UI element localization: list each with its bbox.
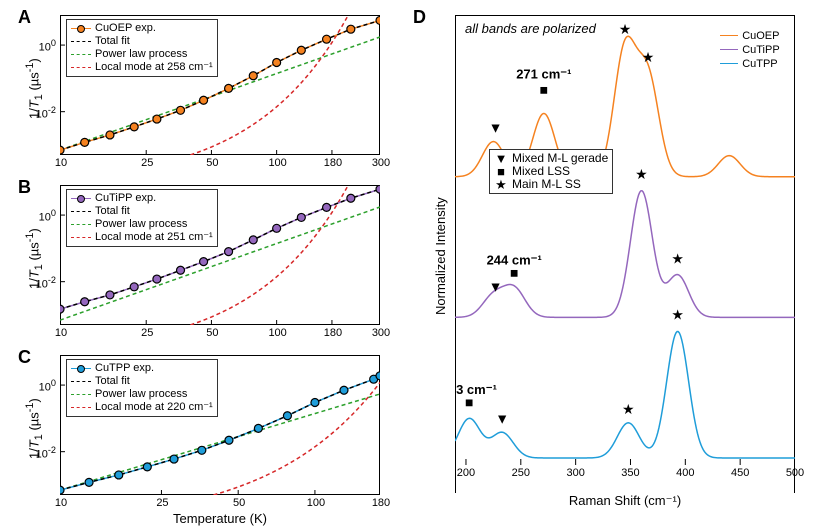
panel-label-c: C <box>18 347 31 368</box>
y-tick: 10-2 <box>30 105 56 121</box>
x-tick: 100 <box>267 327 289 339</box>
svg-text:★: ★ <box>642 49 655 65</box>
legend-label: CuOEP exp. <box>95 22 156 35</box>
svg-text:203 cm⁻¹: 203 cm⁻¹ <box>455 382 497 397</box>
svg-text:★: ★ <box>619 21 632 37</box>
svg-text:244 cm⁻¹: 244 cm⁻¹ <box>487 252 542 267</box>
y-tick: 10-2 <box>30 275 56 291</box>
x-tick: 180 <box>322 157 344 169</box>
x-tick: 50 <box>201 157 223 169</box>
svg-text:▼: ▼ <box>495 411 509 427</box>
svg-text:271 cm⁻¹: 271 cm⁻¹ <box>516 67 571 82</box>
marker-glyph: ★ <box>494 178 508 191</box>
legend-label: Total fit <box>95 375 130 388</box>
x-tick: 300 <box>370 327 392 339</box>
legend-b: CuTiPP exp.Total fitPower law processLoc… <box>66 189 218 247</box>
x-tick: 300 <box>370 157 392 169</box>
x-tick: 180 <box>322 327 344 339</box>
panel-label-a: A <box>18 7 31 28</box>
legend-label: Power law process <box>95 388 187 401</box>
legend-label: Total fit <box>95 205 130 218</box>
svg-text:▼: ▼ <box>489 278 503 294</box>
panel-label-d: D <box>413 7 426 28</box>
x-tick-d: 350 <box>618 467 642 479</box>
x-tick-d: 300 <box>564 467 588 479</box>
x-tick-d: 500 <box>783 467 807 479</box>
legend-label: CuTPP <box>742 57 777 71</box>
x-tick-d: 250 <box>509 467 533 479</box>
x-tick: 50 <box>228 497 250 509</box>
x-tick: 50 <box>201 327 223 339</box>
x-tick-d: 400 <box>673 467 697 479</box>
legend-label: CuTPP exp. <box>95 362 154 375</box>
svg-text:★: ★ <box>635 166 648 182</box>
x-axis-label: Temperature (K) <box>60 511 380 526</box>
y-tick: 100 <box>30 38 56 54</box>
x-tick: 100 <box>267 157 289 169</box>
x-tick: 10 <box>50 497 72 509</box>
legend-label: Local mode at 251 cm⁻¹ <box>95 231 213 244</box>
x-tick: 180 <box>370 497 392 509</box>
x-tick: 25 <box>151 497 173 509</box>
x-tick: 10 <box>50 157 72 169</box>
svg-text:★: ★ <box>671 307 684 323</box>
x-tick-d: 200 <box>454 467 478 479</box>
panel-d-header: all bands are polarized <box>465 21 596 36</box>
y-tick: 100 <box>30 208 56 224</box>
y-axis-label-d: Normalized Intensity <box>433 197 448 315</box>
legend-label: CuOEP <box>742 29 779 43</box>
x-tick: 10 <box>50 327 72 339</box>
x-tick: 25 <box>136 327 158 339</box>
legend-a: CuOEP exp.Total fitPower law processLoca… <box>66 19 218 77</box>
x-tick-d: 450 <box>728 467 752 479</box>
legend-label: Power law process <box>95 218 187 231</box>
legend-d-traces: CuOEPCuTiPPCuTPP <box>720 29 780 71</box>
legend-label: Total fit <box>95 35 130 48</box>
panel-label-b: B <box>18 177 31 198</box>
y-tick: 10-2 <box>30 445 56 461</box>
y-tick: 100 <box>30 378 56 394</box>
svg-text:▼: ▼ <box>489 120 503 136</box>
x-tick: 100 <box>305 497 327 509</box>
svg-text:★: ★ <box>622 401 635 417</box>
legend-label: CuTiPP exp. <box>95 192 156 205</box>
legend-label: Local mode at 220 cm⁻¹ <box>95 401 213 414</box>
svg-text:■: ■ <box>540 82 548 98</box>
legend-d-markers: ▼Mixed M-L gerade■Mixed LSS★Main M-L SS <box>489 149 613 194</box>
legend-label: Main M-L SS <box>512 178 581 191</box>
plot-d: ▼■271 cm⁻¹★★▼■244 cm⁻¹★★■203 cm⁻¹▼★★ <box>455 15 795 495</box>
x-tick: 25 <box>136 157 158 169</box>
legend-label: Power law process <box>95 48 187 61</box>
legend-label: CuTiPP <box>742 43 780 57</box>
legend-label: Local mode at 258 cm⁻¹ <box>95 61 213 74</box>
x-axis-label-d: Raman Shift (cm⁻¹) <box>455 493 795 509</box>
svg-text:★: ★ <box>671 250 684 266</box>
legend-c: CuTPP exp.Total fitPower law processLoca… <box>66 359 218 417</box>
